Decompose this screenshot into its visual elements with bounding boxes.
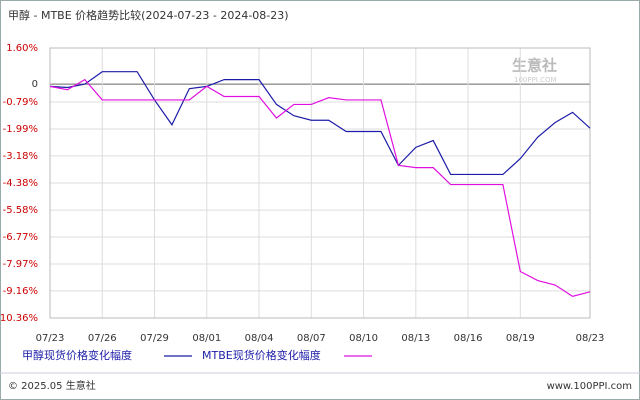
x-tick-label: 07/26	[88, 333, 117, 344]
x-tick-label: 08/13	[401, 333, 430, 344]
chart-title: 甲醇 - MTBE 价格趋势比较(2024-07-23 - 2024-08-23…	[8, 8, 289, 22]
y-tick-label: -6.77%	[3, 232, 38, 243]
series-line	[49, 78, 591, 297]
x-tick-label: 08/10	[349, 333, 378, 344]
plot-border	[49, 47, 591, 319]
y-tick-label: 1.60%	[6, 43, 38, 54]
x-tick-label: 08/19	[506, 333, 535, 344]
y-tick-label: -0.79%	[3, 97, 38, 108]
x-tick-label: 07/23	[36, 333, 65, 344]
y-tick-label: -3.18%	[3, 151, 38, 162]
x-tick-label: 08/16	[454, 333, 483, 344]
y-tick-label: -1.99%	[3, 124, 38, 135]
watermark: 生意社	[512, 57, 557, 75]
y-tick-label: -10.36%	[0, 313, 38, 324]
x-tick-label: 08/07	[297, 333, 326, 344]
footer-right: www.100PPI.com	[547, 381, 632, 392]
legend-label: 甲醇现货价格变化幅度	[22, 348, 132, 362]
y-tick-label: -7.97%	[3, 259, 38, 270]
y-tick-label: -5.58%	[3, 205, 38, 216]
x-tick-label: 08/04	[245, 333, 274, 344]
x-tick-label: 08/01	[192, 333, 221, 344]
y-tick-label: 0	[32, 79, 38, 90]
x-tick-label: 08/23	[576, 333, 605, 344]
y-tick-label: -9.16%	[3, 286, 38, 297]
y-tick-label: -4.38%	[3, 178, 38, 189]
series-line	[49, 71, 591, 176]
watermark-sub: 100PPI.COM	[514, 76, 557, 84]
legend-label: MTBE现货价格变化幅度	[202, 348, 321, 362]
footer-left: © 2025.05 生意社	[8, 379, 96, 392]
x-tick-label: 07/29	[140, 333, 169, 344]
